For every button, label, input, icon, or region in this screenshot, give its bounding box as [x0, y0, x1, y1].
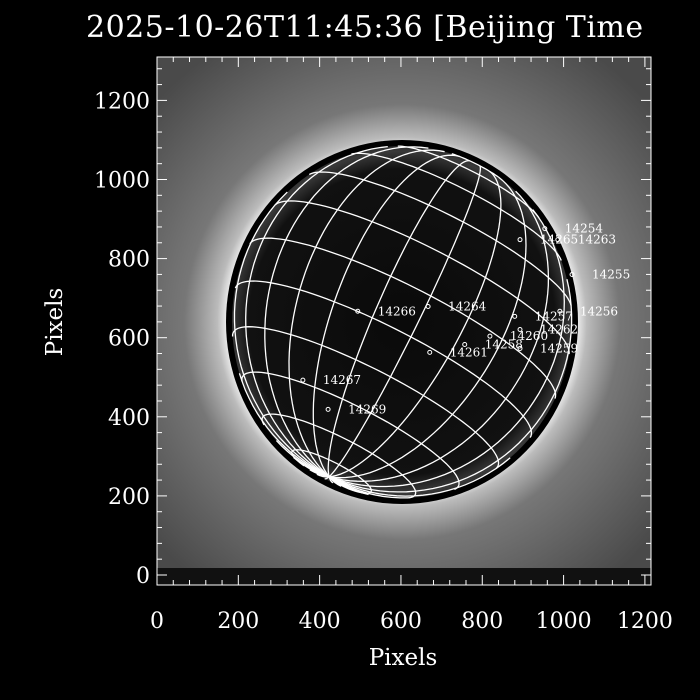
latitude-line	[231, 326, 500, 469]
active-region-label: 14266	[378, 304, 416, 318]
active-region-marker	[325, 406, 331, 412]
x-tick-label: 1000	[536, 609, 592, 634]
active-region-marker	[555, 237, 561, 243]
latitude-line	[241, 371, 460, 490]
x-tick-label: 0	[150, 609, 164, 634]
longitude-line	[328, 476, 334, 484]
active-region-label: 14261	[450, 345, 488, 359]
active-region-label: 14267	[323, 373, 361, 387]
longitude-line	[327, 160, 470, 477]
y-tick-label: 1200	[94, 89, 150, 114]
longitude-line	[288, 149, 445, 478]
heliographic-grid	[231, 145, 573, 499]
longitude-line	[324, 476, 330, 480]
y-tick-label: 600	[108, 327, 150, 352]
longitude-line	[328, 476, 408, 499]
y-tick-label: 200	[108, 485, 150, 510]
active-region-marker	[427, 349, 433, 355]
axes: 0 200 400 600 800 1000 1200 0 200 400 600 800 1000 12…	[94, 57, 673, 634]
longitude-line	[328, 165, 482, 478]
x-tick-label: 600	[380, 609, 422, 634]
longitude-line	[238, 373, 330, 478]
x-axis-label: Pixels	[369, 645, 438, 671]
chart-title: 2025-10-26T11:45:36 [Beijing Time	[86, 10, 644, 45]
longitude-line	[245, 145, 388, 478]
active-region-marker	[517, 326, 523, 332]
longitude-line	[329, 170, 502, 478]
active-region-label: 14256	[580, 304, 618, 318]
longitude-line	[328, 457, 511, 497]
x-tick-label: 400	[299, 609, 341, 634]
active-region-marker	[517, 237, 523, 243]
longitude-line	[264, 146, 429, 478]
active-region-label: 14263	[578, 233, 616, 247]
active-region-label: 14258	[485, 337, 523, 351]
active-region-marker	[517, 345, 523, 351]
active-region-marker	[557, 308, 563, 314]
longitude-line	[312, 154, 460, 478]
latitude-line	[274, 200, 570, 355]
active-region-marker	[542, 226, 548, 232]
longitude-line	[328, 190, 550, 482]
longitude-line	[328, 209, 565, 488]
x-tick-label: 1200	[617, 609, 673, 634]
active-region-label: 14255	[592, 267, 630, 281]
solar-disk	[232, 146, 572, 498]
image-bottom-strip	[157, 568, 651, 585]
longitude-line	[328, 476, 355, 492]
active-region-marker	[355, 308, 361, 314]
latitude-line	[351, 152, 562, 261]
latitude-line	[397, 145, 540, 219]
longitude-line	[328, 476, 342, 487]
latitude-line	[261, 413, 417, 499]
active-region-marker	[462, 341, 468, 347]
x-tick-label: 200	[217, 609, 259, 634]
x-tick-label: 800	[461, 609, 503, 634]
active-region-marker	[512, 313, 518, 319]
y-tick-label: 400	[108, 406, 150, 431]
latitude-line	[234, 280, 533, 438]
active-region-label: 14265	[540, 233, 578, 247]
active-region-marker	[569, 271, 575, 277]
longitude-line	[233, 191, 330, 478]
latitude-line	[249, 237, 557, 399]
active-region-label: 14254	[565, 222, 604, 236]
active-region-label: 14262	[540, 322, 578, 336]
active-region-marker	[300, 377, 306, 383]
y-axis-label: Pixels	[42, 288, 68, 357]
active-region-label: 14264	[448, 300, 487, 314]
longitude-line	[328, 279, 573, 493]
active-region-label: 14260	[510, 329, 548, 343]
y-tick-label: 800	[108, 248, 150, 273]
y-tick-label: 1000	[94, 168, 150, 193]
plot-frame	[156, 56, 652, 586]
active-region-label: 14269	[348, 402, 386, 416]
active-region-marker	[425, 304, 431, 310]
longitude-line	[329, 176, 527, 479]
active-region-label: 14257	[535, 309, 573, 323]
active-region-marker	[487, 333, 493, 339]
active-region-label: 14259	[540, 341, 578, 355]
y-tick-label: 0	[136, 564, 150, 589]
